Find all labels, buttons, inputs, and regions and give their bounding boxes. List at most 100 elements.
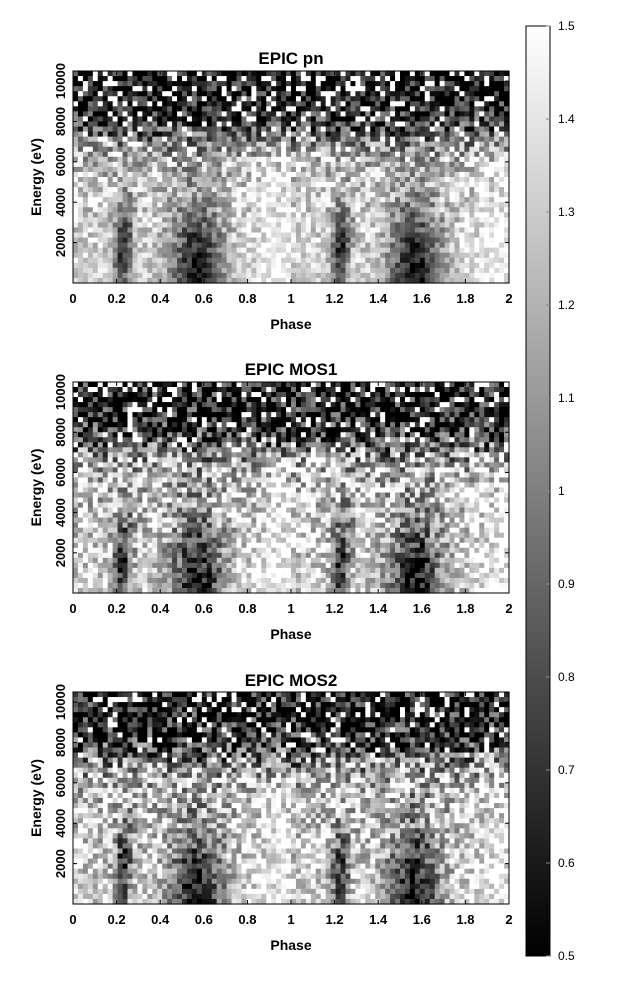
heatmap-cell <box>479 91 485 97</box>
heatmap-cell <box>400 417 406 423</box>
heatmap-cell <box>127 417 134 423</box>
heatmap-cell <box>216 397 223 403</box>
heatmap-cell <box>152 397 158 403</box>
heatmap-cell <box>157 437 163 443</box>
heatmap-cell <box>459 447 465 453</box>
heatmap-cell <box>479 161 485 168</box>
heatmap-cell <box>380 222 386 229</box>
heatmap-cell <box>385 217 391 224</box>
heatmap-cell <box>211 182 218 188</box>
heatmap-cell <box>325 126 332 133</box>
heatmap-cell <box>375 156 381 163</box>
heatmap-cell <box>281 136 287 143</box>
heatmap-cell <box>355 81 361 87</box>
heatmap-cell <box>276 432 282 438</box>
heatmap-cell <box>305 202 312 208</box>
heatmap-cell <box>300 171 307 178</box>
heatmap-cell <box>127 121 134 128</box>
heatmap-cell <box>444 91 451 97</box>
heatmap-cell <box>201 71 208 77</box>
heatmap-cell <box>246 171 252 178</box>
heatmap-cell <box>404 161 411 168</box>
heatmap-cell <box>300 422 307 428</box>
heatmap-cell <box>77 277 84 284</box>
heatmap-cell <box>132 151 138 158</box>
heatmap-cell <box>380 91 386 97</box>
heatmap-cell <box>177 267 183 274</box>
heatmap-cell <box>449 262 456 269</box>
heatmap-cell <box>177 131 183 138</box>
y-tick-label: 10000 <box>53 63 68 99</box>
heatmap-cell <box>182 392 188 398</box>
heatmap-cell <box>157 227 163 234</box>
heatmap-cell <box>489 382 495 388</box>
heatmap-cell <box>310 232 317 239</box>
heatmap-cell <box>206 156 213 163</box>
heatmap-cell <box>107 197 114 203</box>
heatmap-cell <box>464 272 470 279</box>
heatmap-cell <box>400 177 406 183</box>
heatmap-cell <box>504 171 510 178</box>
heatmap-cell <box>102 141 109 148</box>
heatmap-cell <box>414 232 421 239</box>
heatmap-cell <box>385 187 391 193</box>
heatmap-cell <box>216 247 223 254</box>
heatmap-cell <box>177 277 183 284</box>
heatmap-cell <box>424 227 431 234</box>
heatmap-cell <box>211 217 218 224</box>
heatmap-cell <box>221 101 228 107</box>
heatmap-cell <box>77 197 84 203</box>
heatmap-cell <box>226 232 233 239</box>
heatmap-cell <box>107 272 114 279</box>
heatmap-cell <box>191 222 198 229</box>
heatmap-cell <box>261 222 267 229</box>
heatmap-cell <box>464 202 470 208</box>
heatmap-cell <box>167 212 173 218</box>
heatmap-cell <box>97 96 104 102</box>
heatmap-cell <box>261 227 267 234</box>
heatmap-cell <box>494 121 500 128</box>
heatmap-cell <box>385 101 391 107</box>
heatmap-cell <box>211 412 218 418</box>
heatmap-cell <box>310 257 317 264</box>
heatmap-cell <box>236 207 243 213</box>
heatmap-cell <box>310 427 317 433</box>
heatmap-cell <box>256 222 262 229</box>
heatmap-cell <box>390 96 396 102</box>
heatmap-cell <box>196 432 203 438</box>
heatmap-cell <box>167 422 173 428</box>
heatmap-cell <box>365 182 371 188</box>
heatmap-cell <box>142 272 148 279</box>
heatmap-cell <box>474 141 480 148</box>
heatmap-cell <box>92 126 99 133</box>
heatmap-cell <box>335 192 342 198</box>
heatmap-cell <box>73 166 79 173</box>
heatmap-cell <box>73 106 79 112</box>
heatmap-cell <box>256 227 262 234</box>
heatmap-cell <box>281 262 287 269</box>
heatmap-cell <box>92 432 99 438</box>
heatmap-cell <box>221 237 228 244</box>
heatmap-cell <box>310 111 317 118</box>
heatmap-cell <box>370 136 376 143</box>
heatmap-cell <box>429 392 436 398</box>
heatmap-cell <box>286 232 292 239</box>
heatmap-cell <box>291 387 297 393</box>
heatmap-cell <box>449 402 456 408</box>
heatmap-cell <box>419 407 426 413</box>
heatmap-cell <box>172 402 178 408</box>
heatmap-cell <box>127 101 134 107</box>
heatmap-cell <box>325 76 332 82</box>
heatmap-cell <box>281 227 287 234</box>
heatmap-cell <box>459 91 465 97</box>
heatmap-cell <box>122 412 129 418</box>
heatmap-cell <box>177 166 183 173</box>
heatmap-cell <box>137 237 143 244</box>
heatmap-cell <box>320 412 327 418</box>
heatmap-cell <box>102 197 109 203</box>
heatmap-cell <box>444 272 451 279</box>
heatmap-cell <box>434 76 441 82</box>
heatmap-cell <box>499 432 505 438</box>
heatmap-cell <box>172 247 178 254</box>
heatmap-cell <box>380 267 386 274</box>
